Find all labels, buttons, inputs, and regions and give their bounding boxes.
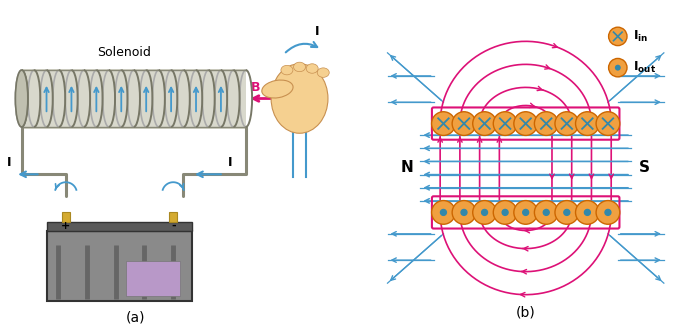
Text: S: S xyxy=(638,161,650,175)
Ellipse shape xyxy=(317,68,329,77)
Text: I: I xyxy=(7,157,11,169)
Circle shape xyxy=(615,65,621,71)
Text: N: N xyxy=(401,161,414,175)
Bar xyxy=(47,222,193,231)
Ellipse shape xyxy=(293,62,305,72)
Circle shape xyxy=(608,27,627,46)
Text: I: I xyxy=(228,157,232,169)
Circle shape xyxy=(543,209,550,215)
Ellipse shape xyxy=(281,65,293,75)
Circle shape xyxy=(452,112,476,135)
Bar xyxy=(126,261,179,296)
Ellipse shape xyxy=(262,80,293,98)
Text: $\mathbf{I}_\mathbf{in}$: $\mathbf{I}_\mathbf{in}$ xyxy=(633,29,648,44)
Circle shape xyxy=(534,112,558,135)
Circle shape xyxy=(608,58,627,77)
Circle shape xyxy=(564,209,570,215)
Circle shape xyxy=(596,112,620,135)
Ellipse shape xyxy=(271,64,328,133)
Circle shape xyxy=(514,201,538,224)
Ellipse shape xyxy=(306,64,318,73)
Ellipse shape xyxy=(15,70,28,127)
Circle shape xyxy=(482,209,487,215)
Circle shape xyxy=(432,112,455,135)
Circle shape xyxy=(494,112,517,135)
Circle shape xyxy=(523,209,528,215)
Circle shape xyxy=(575,201,599,224)
Circle shape xyxy=(575,112,599,135)
Text: $\mathbf{I}_\mathbf{out}$: $\mathbf{I}_\mathbf{out}$ xyxy=(633,60,656,75)
Circle shape xyxy=(432,201,455,224)
Circle shape xyxy=(534,201,558,224)
Circle shape xyxy=(584,209,590,215)
Text: Solenoid: Solenoid xyxy=(97,46,151,59)
Circle shape xyxy=(555,112,579,135)
Text: +: + xyxy=(61,221,71,230)
Circle shape xyxy=(440,209,447,215)
Bar xyxy=(22,69,246,128)
Bar xyxy=(169,212,177,222)
Circle shape xyxy=(461,209,467,215)
Text: (a): (a) xyxy=(125,310,145,324)
Circle shape xyxy=(494,201,517,224)
Circle shape xyxy=(605,209,611,215)
Circle shape xyxy=(473,201,496,224)
Circle shape xyxy=(452,201,476,224)
Circle shape xyxy=(555,201,579,224)
Bar xyxy=(47,231,193,301)
Bar xyxy=(62,212,70,222)
Circle shape xyxy=(596,201,620,224)
Circle shape xyxy=(473,112,496,135)
Text: B: B xyxy=(251,81,260,94)
Text: (b): (b) xyxy=(516,305,536,319)
Circle shape xyxy=(502,209,508,215)
Text: I: I xyxy=(315,25,320,38)
Text: -: - xyxy=(171,221,176,230)
Circle shape xyxy=(514,112,538,135)
